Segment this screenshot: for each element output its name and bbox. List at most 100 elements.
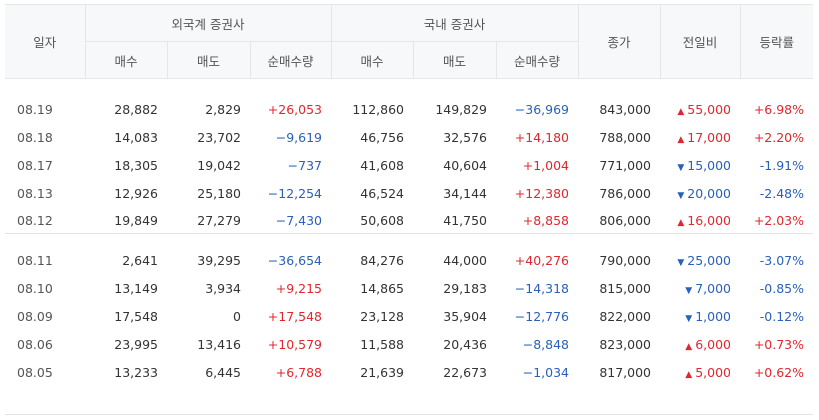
date-cell: 08.06 bbox=[17, 336, 53, 352]
triangle-down-icon: ▼ bbox=[677, 162, 685, 173]
change-cell: ▲ 55,000 bbox=[660, 95, 740, 123]
foreign-sell-cell: 0 bbox=[233, 308, 241, 324]
table-row: 08.05 13,233 6,445 +6,788 21,639 22,673 −1,034… bbox=[5, 358, 813, 386]
change-value: 17,000 bbox=[687, 129, 732, 145]
rate-cell: +2.03% bbox=[740, 207, 814, 234]
triangle-up-icon: ▲ bbox=[677, 134, 685, 145]
domestic-buy-cell: 46,756 bbox=[360, 129, 405, 145]
foreign-net-column-header: 순매수량 bbox=[249, 41, 332, 79]
foreign-net-cell: +10,579 bbox=[267, 336, 323, 352]
foreign-net-cell: −12,254 bbox=[267, 185, 323, 201]
rate-cell: +6.98% bbox=[753, 101, 805, 117]
close-price-cell: 788,000 bbox=[599, 129, 652, 145]
foreign-sell-cell: 19,042 bbox=[197, 157, 241, 173]
foreign-net-cell: −9,619 bbox=[275, 129, 323, 145]
table-row: 08.09 17,548 0 +17,548 23,128 35,904 −12,776 82… bbox=[5, 302, 813, 330]
rate-cell: -0.85% bbox=[759, 280, 805, 296]
triangle-up-icon: ▲ bbox=[677, 217, 685, 228]
rate-cell: -2.48% bbox=[759, 185, 805, 201]
domestic-sell-cell: 29,183 bbox=[443, 280, 488, 296]
rate-cell: +0.62% bbox=[753, 364, 805, 380]
change-value: 15,000 bbox=[687, 157, 732, 173]
domestic-net-cell: +14,180 bbox=[514, 129, 570, 145]
foreign-broker-group-header: 외국계 증권사 bbox=[84, 4, 332, 42]
table-header: 일자 외국계 증권사 국내 증권사 종가 전일비 등락률 매수 매도 순매수량 … bbox=[5, 4, 814, 79]
date-cell: 08.13 bbox=[17, 185, 53, 201]
domestic-net-cell: +12,380 bbox=[514, 185, 570, 201]
domestic-buy-cell: 14,865 bbox=[360, 280, 405, 296]
change-value: 7,000 bbox=[695, 280, 732, 296]
date-cell: 08.11 bbox=[17, 252, 53, 268]
rate-cell: -1.91% bbox=[759, 157, 805, 173]
change-cell: ▲ 5,000 bbox=[660, 358, 740, 386]
triangle-down-icon: ▼ bbox=[677, 190, 685, 201]
domestic-broker-group-header: 국내 증권사 bbox=[330, 4, 579, 42]
domestic-buy-cell: 112,860 bbox=[352, 101, 405, 117]
domestic-sell-cell: 22,673 bbox=[443, 364, 488, 380]
change-cell: ▼ 20,000 bbox=[660, 179, 740, 207]
foreign-sell-cell: 2,829 bbox=[205, 101, 241, 117]
table-row: 08.18 14,083 23,702 −9,619 46,756 32,576 +14,1… bbox=[5, 123, 813, 151]
close-price-cell: 786,000 bbox=[599, 185, 652, 201]
domestic-buy-cell: 84,276 bbox=[360, 252, 405, 268]
investor-trading-table-container: 일자 외국계 증권사 국내 증권사 종가 전일비 등락률 매수 매도 순매수량 … bbox=[5, 4, 814, 387]
triangle-down-icon: ▼ bbox=[685, 285, 693, 296]
change-value: 20,000 bbox=[687, 185, 732, 201]
spacer-cell bbox=[5, 234, 813, 247]
domestic-sell-cell: 44,000 bbox=[443, 252, 488, 268]
domestic-net-cell: −14,318 bbox=[514, 280, 570, 296]
foreign-buy-cell: 12,926 bbox=[114, 185, 158, 201]
domestic-sell-cell: 41,750 bbox=[413, 207, 497, 234]
domestic-net-cell: +8,858 bbox=[496, 207, 579, 234]
change-value: 25,000 bbox=[687, 252, 732, 268]
domestic-net-cell: +1,004 bbox=[522, 157, 570, 173]
foreign-buy-cell: 2,641 bbox=[122, 252, 158, 268]
change-value: 6,000 bbox=[695, 336, 732, 352]
foreign-buy-cell: 19,849 bbox=[85, 207, 167, 234]
domestic-sell-cell: 40,604 bbox=[443, 157, 488, 173]
close-price-cell: 790,000 bbox=[599, 252, 652, 268]
table-row: 08.12 19,849 27,279 −7,430 50,608 41,750 +8,85… bbox=[5, 207, 814, 234]
change-value: 5,000 bbox=[695, 364, 732, 380]
domestic-net-cell: −1,034 bbox=[522, 364, 570, 380]
spacer-row bbox=[5, 79, 813, 96]
foreign-net-cell: −7,430 bbox=[250, 207, 332, 234]
foreign-net-cell: +9,215 bbox=[275, 280, 323, 296]
foreign-buy-cell: 28,882 bbox=[114, 101, 158, 117]
table-body: 08.19 28,882 2,829 +26,053 112,860 149,829 −36… bbox=[5, 79, 814, 387]
foreign-sell-cell: 25,180 bbox=[197, 185, 241, 201]
rate-cell: +2.20% bbox=[753, 129, 805, 145]
date-cell: 08.18 bbox=[17, 129, 53, 145]
close-price-cell: 806,000 bbox=[578, 207, 661, 234]
date-column-header: 일자 bbox=[5, 4, 85, 79]
date-cell: 08.09 bbox=[17, 308, 53, 324]
foreign-buy-cell: 23,995 bbox=[114, 336, 158, 352]
domestic-sell-cell: 149,829 bbox=[435, 101, 488, 117]
foreign-sell-cell: 27,279 bbox=[167, 207, 250, 234]
change-cell: ▲ 16,000 bbox=[660, 207, 741, 234]
foreign-sell-cell: 13,416 bbox=[197, 336, 241, 352]
date-cell: 08.12 bbox=[5, 207, 85, 234]
rate-column-header: 등락률 bbox=[739, 4, 814, 79]
triangle-down-icon: ▼ bbox=[677, 257, 685, 268]
domestic-net-column-header: 순매수량 bbox=[495, 41, 579, 79]
investor-trading-table: 일자 외국계 증권사 국내 증권사 종가 전일비 등락률 매수 매도 순매수량 … bbox=[5, 4, 814, 387]
foreign-sell-cell: 6,445 bbox=[205, 364, 241, 380]
foreign-net-cell: +26,053 bbox=[267, 101, 323, 117]
change-cell: ▼ 7,000 bbox=[660, 274, 740, 302]
foreign-buy-column-header: 매수 bbox=[84, 41, 167, 79]
foreign-sell-cell: 3,934 bbox=[205, 280, 241, 296]
spacer-row bbox=[5, 234, 813, 247]
date-cell: 08.19 bbox=[17, 101, 53, 117]
table-row: 08.10 13,149 3,934 +9,215 14,865 29,183 −14,31… bbox=[5, 274, 813, 302]
rate-cell: -0.12% bbox=[759, 308, 805, 324]
domestic-sell-cell: 32,576 bbox=[443, 129, 488, 145]
triangle-down-icon: ▼ bbox=[685, 313, 693, 324]
change-cell: ▼ 1,000 bbox=[660, 302, 740, 330]
change-value: 1,000 bbox=[695, 308, 732, 324]
domestic-buy-cell: 21,639 bbox=[360, 364, 405, 380]
date-cell: 08.05 bbox=[17, 364, 53, 380]
change-cell: ▲ 6,000 bbox=[660, 330, 740, 358]
close-price-cell: 823,000 bbox=[599, 336, 652, 352]
change-cell: ▼ 25,000 bbox=[660, 246, 740, 274]
